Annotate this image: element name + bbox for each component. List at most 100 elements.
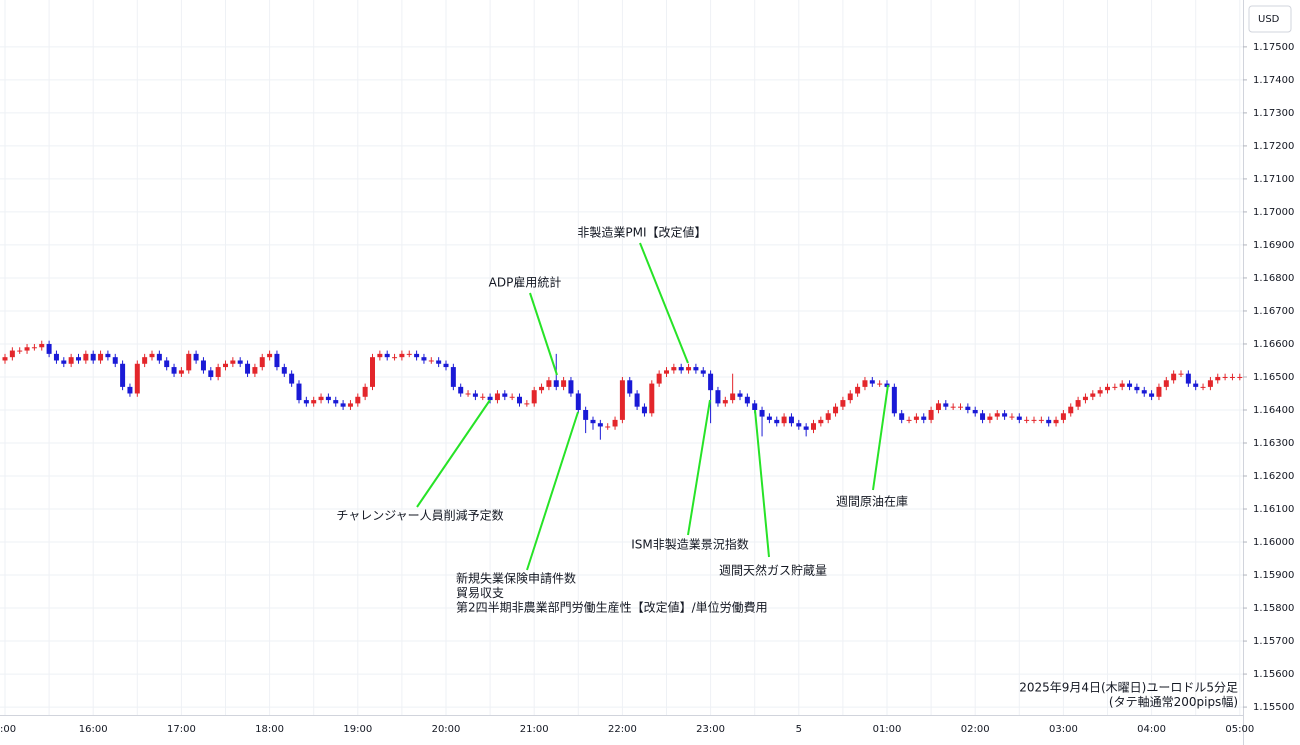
- candle-body: [340, 403, 346, 407]
- candle-body: [627, 380, 633, 394]
- candle-body: [428, 360, 434, 362]
- candle-body: [1237, 376, 1243, 378]
- candle-body: [61, 360, 67, 364]
- y-tick-label: 1.16000: [1253, 537, 1294, 548]
- candle-body: [1200, 386, 1206, 388]
- candle-body: [1009, 416, 1015, 418]
- annotation-line: [872, 384, 889, 491]
- candle-body: [443, 363, 449, 368]
- candle-body: [289, 373, 295, 384]
- y-tick-label: 1.16300: [1253, 438, 1294, 449]
- currency-box[interactable]: [1248, 5, 1292, 33]
- y-tick-label: 1.17100: [1253, 174, 1294, 185]
- candle-body: [1024, 419, 1030, 421]
- candle-body: [31, 347, 37, 349]
- candle-body: [641, 406, 647, 414]
- annotation-line: [754, 409, 770, 558]
- candle-body: [1156, 386, 1162, 397]
- candle-body: [105, 353, 111, 358]
- candle-body: [818, 419, 824, 424]
- candle-body: [583, 409, 589, 420]
- candle-body: [980, 413, 986, 420]
- candle-body: [384, 353, 390, 358]
- candle-body: [392, 357, 398, 359]
- candle-body: [347, 403, 353, 407]
- candle-body: [24, 347, 30, 351]
- x-tick-label: 05:00: [1225, 724, 1254, 735]
- candle-body: [98, 353, 104, 361]
- candle-body: [458, 386, 464, 394]
- candle-body: [399, 353, 405, 358]
- y-tick-label: 1.15700: [1253, 636, 1294, 647]
- candle-body: [597, 423, 603, 427]
- candle-body: [215, 367, 221, 377]
- candle-body: [539, 386, 545, 391]
- candle-body: [164, 360, 170, 368]
- annotation-text: 新規失業保険申請件数: [456, 571, 576, 586]
- candle-body: [803, 426, 809, 430]
- candle-body: [994, 413, 1000, 417]
- candle-body: [472, 393, 478, 397]
- candle-body: [546, 380, 552, 387]
- candle-body: [913, 416, 919, 420]
- candle-body: [487, 396, 493, 401]
- candle-body: [664, 370, 669, 374]
- candle-body: [53, 353, 59, 361]
- candle-body: [862, 380, 868, 387]
- candle-body: [83, 353, 89, 361]
- candle-body: [1060, 413, 1066, 420]
- candle-body: [502, 393, 508, 397]
- candle-body: [1046, 419, 1052, 424]
- y-tick-label: 1.17500: [1253, 42, 1294, 53]
- candle-body: [1222, 376, 1228, 378]
- annotation-line: [639, 242, 689, 364]
- candle-body: [362, 386, 368, 397]
- candle-body: [575, 393, 581, 410]
- candle-body: [76, 357, 81, 361]
- candle-body: [112, 357, 118, 364]
- candle-body: [296, 383, 302, 401]
- chart-note: (タテ軸通常200pips幅): [1109, 694, 1238, 709]
- candle-body: [774, 419, 780, 424]
- candle-body: [935, 403, 941, 410]
- y-tick-label: 1.15800: [1253, 603, 1294, 614]
- candle-body: [605, 426, 611, 428]
- candle-body: [678, 367, 684, 371]
- candle-body: [686, 367, 692, 371]
- y-tick-label: 1.15500: [1253, 702, 1294, 713]
- y-tick-label: 1.16900: [1253, 240, 1294, 251]
- x-tick-label: 18:00: [255, 724, 284, 735]
- candle-body: [1127, 383, 1133, 387]
- candle-body: [120, 363, 126, 387]
- candle-body: [237, 360, 243, 364]
- annotation-text: 第2四半期非農業部門労働生産性【改定値】/単位労働費用: [456, 600, 768, 615]
- y-tick-label: 1.17000: [1253, 207, 1294, 218]
- candle-body: [825, 413, 831, 420]
- candle-body: [436, 360, 442, 364]
- annotation-text: ADP雇用統計: [489, 275, 562, 290]
- candle-body: [524, 403, 530, 405]
- y-tick-label: 1.17300: [1253, 108, 1294, 119]
- candle-body: [156, 353, 162, 361]
- candle-body: [1097, 390, 1103, 394]
- candle-body: [230, 360, 236, 364]
- candle-body: [1038, 419, 1044, 421]
- candle-body: [1016, 416, 1022, 420]
- candle-body: [370, 357, 375, 387]
- candle-body: [149, 353, 155, 358]
- candle-body: [590, 419, 596, 424]
- candle-body: [325, 396, 331, 401]
- candle-body: [1149, 393, 1155, 397]
- candle-body: [766, 416, 772, 420]
- candle-body: [1193, 383, 1199, 387]
- candle-body: [700, 370, 706, 374]
- candle-body: [1112, 386, 1118, 388]
- candle-body: [245, 363, 251, 374]
- candle-body: [1171, 373, 1177, 381]
- candle-body: [855, 386, 861, 394]
- x-tick-label: 04:00: [1137, 724, 1166, 735]
- x-tick-label: 20:00: [432, 724, 461, 735]
- candle-body: [90, 353, 96, 361]
- candle-body: [274, 353, 280, 368]
- candle-body: [943, 403, 949, 407]
